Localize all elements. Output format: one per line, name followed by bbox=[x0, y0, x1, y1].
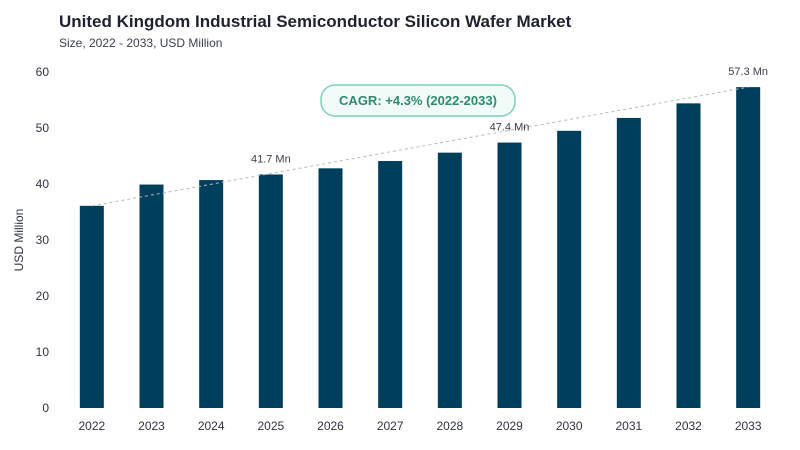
y-tick-label: 10 bbox=[36, 345, 50, 359]
y-axis-ticks: 0 10 20 30 40 50 60 bbox=[36, 65, 50, 415]
chart-title: United Kingdom Industrial Semiconductor … bbox=[59, 12, 572, 31]
x-tick-label: 2027 bbox=[377, 419, 404, 433]
bar bbox=[139, 184, 164, 408]
x-tick-label: 2025 bbox=[257, 419, 284, 433]
x-tick-label: 2022 bbox=[78, 419, 105, 433]
chart-subtitle: Size, 2022 - 2033, USD Million bbox=[59, 36, 223, 50]
y-axis-label: USD Million bbox=[12, 209, 26, 272]
cagr-text: CAGR: +4.3% (2022-2033) bbox=[339, 93, 497, 108]
cagr-box bbox=[320, 84, 516, 117]
x-tick-label: 2028 bbox=[436, 419, 463, 433]
x-tick-label: 2030 bbox=[556, 419, 583, 433]
y-tick-label: 0 bbox=[42, 401, 49, 415]
x-tick-label: 2023 bbox=[138, 419, 165, 433]
bar bbox=[199, 180, 224, 408]
bar bbox=[437, 152, 462, 408]
x-tick-label: 2026 bbox=[317, 419, 344, 433]
bars bbox=[79, 87, 761, 409]
bar bbox=[676, 103, 701, 409]
bar bbox=[557, 130, 582, 409]
y-tick-label: 30 bbox=[36, 233, 50, 247]
y-tick-label: 20 bbox=[36, 289, 50, 303]
bar bbox=[616, 117, 641, 409]
bar bbox=[258, 174, 283, 408]
y-tick-label: 40 bbox=[36, 177, 50, 191]
data-label: 41.7 Mn bbox=[251, 153, 291, 165]
data-label: 57.3 Mn bbox=[728, 66, 768, 78]
bar bbox=[378, 161, 403, 408]
bar bbox=[497, 142, 522, 408]
x-tick-label: 2031 bbox=[615, 419, 642, 433]
bar bbox=[318, 168, 343, 408]
bar bbox=[79, 205, 104, 408]
x-tick-label: 2033 bbox=[735, 419, 762, 433]
data-labels: 41.7 Mn 47.4 Mn 57.3 Mn bbox=[251, 66, 768, 165]
data-label: 47.4 Mn bbox=[490, 122, 530, 134]
x-tick-label: 2029 bbox=[496, 419, 523, 433]
cagr-badge: CAGR: +4.3% (2022-2033) bbox=[320, 84, 516, 117]
y-tick-label: 60 bbox=[36, 65, 50, 79]
x-tick-label: 2024 bbox=[198, 419, 225, 433]
x-axis-ticks: 2022 2023 2024 2025 2026 2027 2028 2029 2030 2031… bbox=[78, 419, 761, 433]
y-tick-label: 50 bbox=[36, 121, 50, 135]
bar bbox=[736, 87, 761, 409]
x-tick-label: 2032 bbox=[675, 419, 702, 433]
